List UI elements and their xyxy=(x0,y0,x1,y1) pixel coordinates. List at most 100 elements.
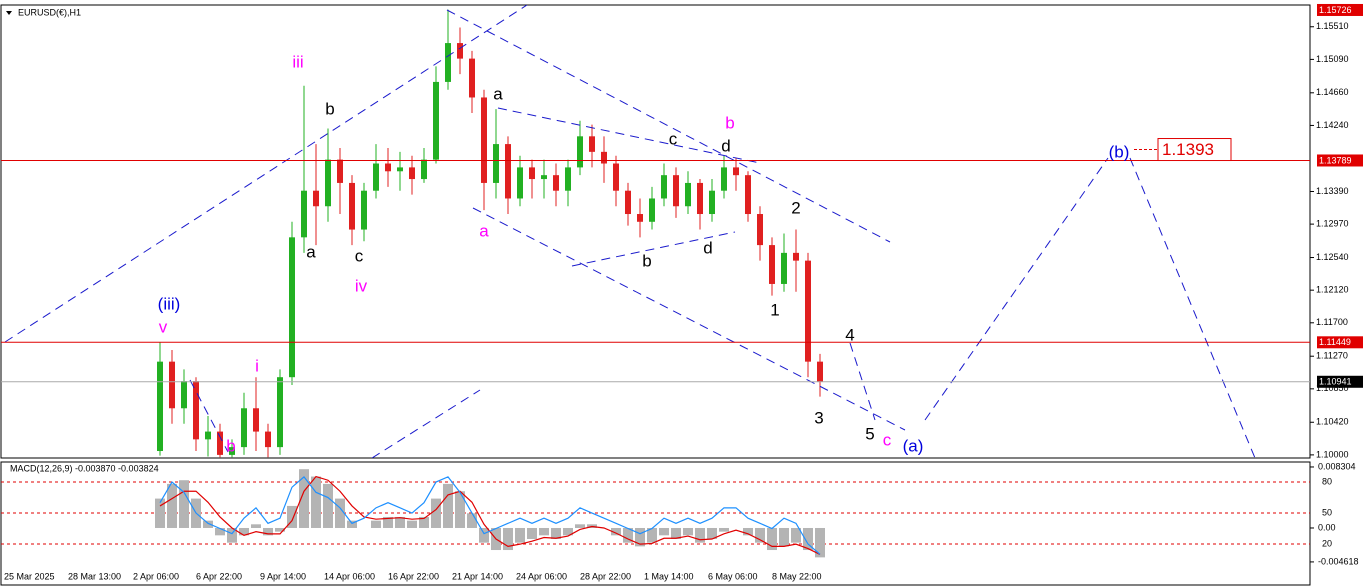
y2-tick-label: 50 xyxy=(1322,507,1332,517)
wave-label: 1 xyxy=(770,300,779,319)
macd-bar xyxy=(407,520,417,528)
level-box xyxy=(1317,375,1363,388)
x-tick-label: 6 May 06:00 xyxy=(708,571,758,581)
candle-body xyxy=(469,58,475,98)
macd-bar xyxy=(335,498,345,528)
y-tick-label: 1.15090 xyxy=(1316,54,1349,64)
candle-body xyxy=(361,190,367,230)
wave-label: i xyxy=(255,356,259,375)
candle-body xyxy=(157,361,163,452)
macd-bar xyxy=(755,527,765,543)
indicator-line xyxy=(159,476,821,555)
macd-bar xyxy=(299,469,309,528)
y-tick-label: 1.10000 xyxy=(1316,449,1349,459)
candle-body xyxy=(517,167,523,199)
macd-bar xyxy=(539,527,549,536)
x-tick-label: 28 Apr 22:00 xyxy=(580,571,631,581)
candle-body xyxy=(181,381,187,409)
target-label: 1.1393 xyxy=(1162,140,1214,159)
x-tick-label: 9 Apr 14:00 xyxy=(260,571,306,581)
macd-bar xyxy=(287,505,297,528)
level-label: 1.11449 xyxy=(1319,337,1351,347)
y-tick-label: 1.10850 xyxy=(1316,383,1349,393)
macd-bar xyxy=(203,520,213,528)
candle-body xyxy=(577,136,583,168)
y-tick-label: 1.10420 xyxy=(1316,417,1349,427)
price-panel xyxy=(0,4,1311,459)
macd-bar xyxy=(611,527,621,536)
candle-body xyxy=(625,190,631,215)
wave-label: iv xyxy=(355,276,368,295)
candle-body xyxy=(805,260,811,362)
menu-arrow[interactable] xyxy=(6,11,12,15)
y-tick-label: 0.00 xyxy=(1318,522,1336,532)
wave-label: b xyxy=(325,99,334,118)
candle-body xyxy=(169,361,175,409)
macd-bar xyxy=(467,513,477,528)
x-tick-label: 8 May 22:00 xyxy=(772,571,822,581)
candle-body xyxy=(397,167,403,172)
y-tick-label: 1.12540 xyxy=(1316,252,1349,262)
macd-bar xyxy=(239,527,249,536)
trendline xyxy=(446,9,891,243)
y-tick-label: -0.004618 xyxy=(1318,556,1359,566)
wave-label: a xyxy=(306,242,316,261)
candle-body xyxy=(229,447,235,455)
trendline xyxy=(189,379,229,453)
macd-bar xyxy=(323,483,333,528)
candle-body xyxy=(421,159,427,180)
y-tick-label: 1.12970 xyxy=(1316,218,1349,228)
candle-body xyxy=(733,167,739,176)
candle-body xyxy=(253,408,259,432)
macd-bar xyxy=(803,527,813,551)
wave-label: 2 xyxy=(791,198,800,217)
macd-bar xyxy=(515,527,525,543)
wave-label: (iii) xyxy=(158,294,181,313)
candle-body xyxy=(769,245,775,284)
candle-body xyxy=(637,214,643,222)
macd-bar xyxy=(443,483,453,528)
y2-tick-label: 20 xyxy=(1322,538,1332,548)
level-label: 1.10941 xyxy=(1319,377,1352,387)
candle-body xyxy=(505,144,511,199)
wave-label: (a) xyxy=(903,436,924,455)
level-label: 1.15726 xyxy=(1319,5,1352,15)
candle-body xyxy=(325,159,331,207)
macd-bar xyxy=(263,527,273,536)
macd-bar xyxy=(623,527,633,543)
macd-bar xyxy=(215,527,225,536)
macd-bar xyxy=(347,520,357,528)
macd-bar xyxy=(383,516,393,528)
x-tick-label: 6 Apr 22:00 xyxy=(196,571,242,581)
macd-bar xyxy=(779,527,789,547)
x-tick-label: 2 Apr 06:00 xyxy=(133,571,179,581)
macd-bar xyxy=(647,527,657,543)
macd-bar xyxy=(695,527,705,543)
macd-bar xyxy=(563,527,573,536)
macd-bar xyxy=(479,527,489,543)
wave-label: d xyxy=(721,136,730,155)
macd-bar xyxy=(815,527,825,558)
candle-body xyxy=(601,151,607,164)
macd-bar xyxy=(371,520,381,528)
candle-body xyxy=(613,163,619,191)
y-tick-label: 1.11270 xyxy=(1316,351,1348,361)
candle-body xyxy=(529,167,535,180)
candle-body xyxy=(301,190,307,238)
candle-body xyxy=(673,175,679,207)
price-layer xyxy=(157,9,823,458)
level-box xyxy=(1317,154,1363,167)
macd-bar xyxy=(791,527,801,543)
candle-body xyxy=(589,136,595,152)
macd-bar xyxy=(419,516,429,528)
level-box xyxy=(1317,336,1363,349)
wave-label: 4 xyxy=(845,325,854,344)
macd-bar xyxy=(767,527,777,551)
candle-body xyxy=(817,361,823,382)
candle-body xyxy=(649,198,655,222)
candle-body xyxy=(265,431,271,448)
y-tick-label: 1.13390 xyxy=(1316,186,1349,196)
projection xyxy=(1129,157,1256,458)
